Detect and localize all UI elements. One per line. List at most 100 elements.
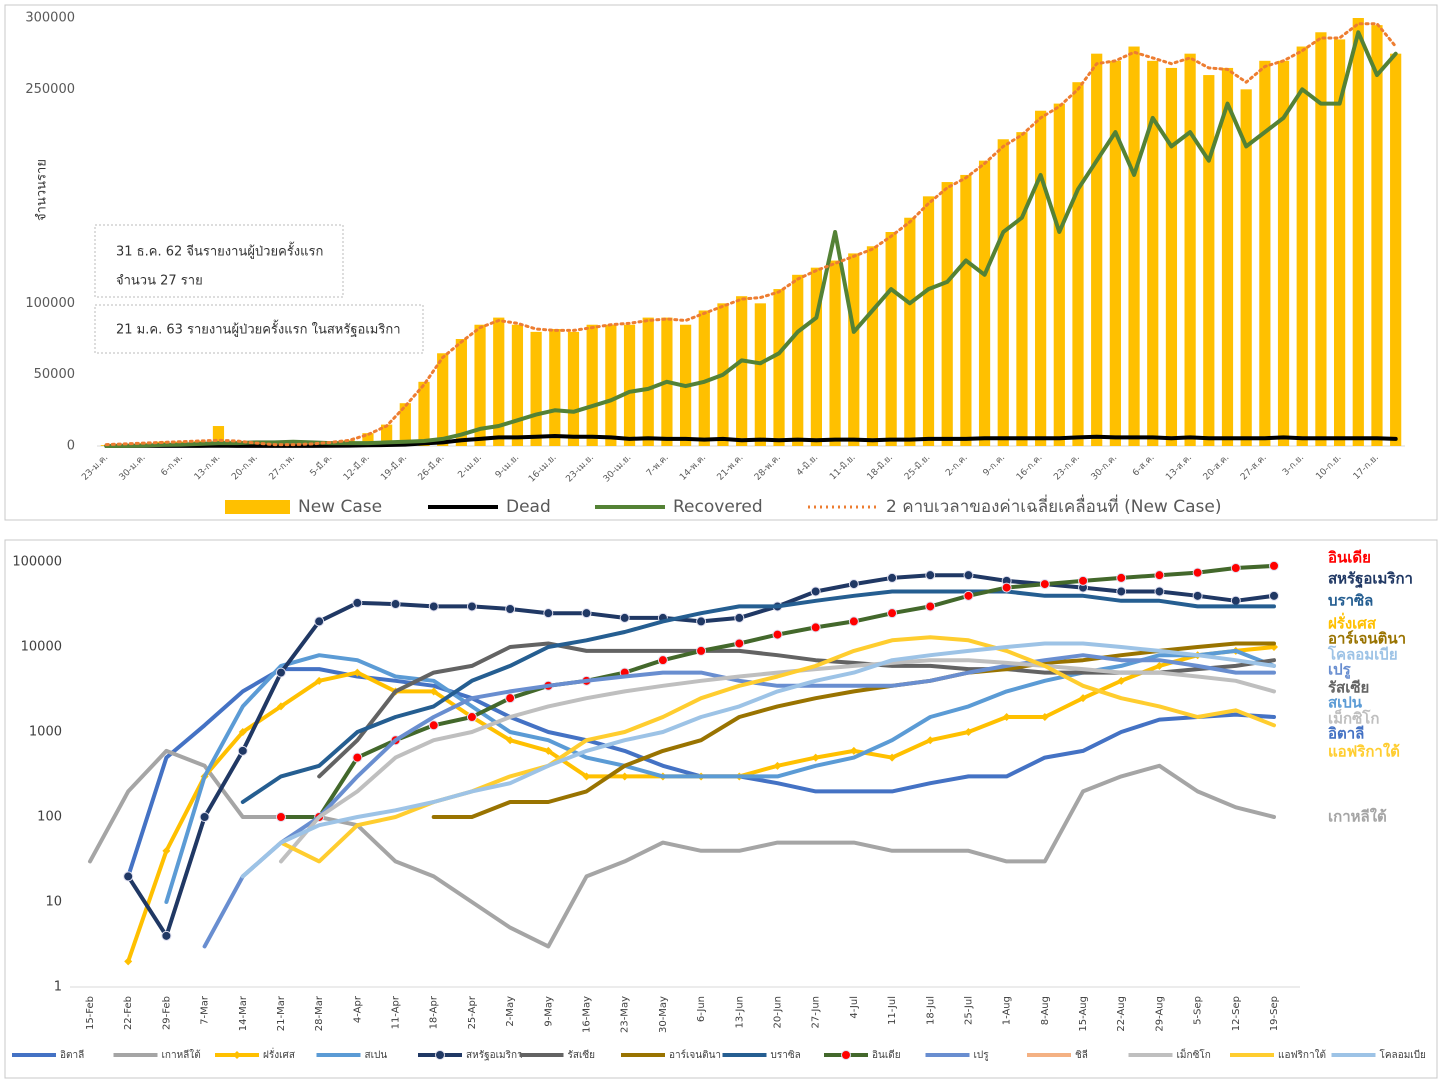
marker — [276, 702, 285, 711]
end-label: ฝรั่งเศส — [1328, 613, 1377, 633]
marker — [352, 597, 363, 608]
marker — [1039, 579, 1050, 590]
x-tick-label: 21-Mar — [276, 995, 287, 1031]
marker — [888, 753, 897, 762]
marker — [505, 603, 516, 614]
x-tick-label: 17-ก.ย. — [1352, 453, 1381, 482]
bar — [997, 139, 1009, 446]
legend-label: อาร์เจนตินา — [669, 1049, 721, 1061]
x-tick-label: 23-ม.ค. — [80, 453, 110, 483]
marker — [773, 761, 782, 770]
x-tick-label: 11-Jul — [887, 996, 898, 1025]
marker — [429, 687, 438, 696]
legend-label: อินเดีย — [872, 1049, 901, 1061]
x-tick-label: 20-ก.พ. — [230, 453, 260, 483]
end-label: สหรัฐอเมริกา — [1328, 570, 1413, 589]
marker — [435, 1050, 445, 1060]
bar — [1315, 32, 1327, 447]
marker — [543, 608, 554, 619]
x-tick-label: 7-Mar — [200, 995, 211, 1025]
x-tick-label: 12-Sep — [1231, 996, 1242, 1031]
marker — [353, 668, 362, 677]
x-tick-label: 30-May — [658, 996, 669, 1033]
x-tick-label: 2-เม.ย. — [456, 453, 484, 481]
bar — [1184, 53, 1196, 447]
x-tick-label: 30-เม.ย. — [602, 453, 634, 485]
bar — [792, 274, 804, 446]
x-tick-label: 12-มี.ค. — [341, 452, 372, 483]
panel-border — [4, 539, 1438, 1079]
legend-label: New Case — [298, 497, 382, 517]
annotation-box — [94, 304, 424, 354]
marker — [811, 753, 820, 762]
bar — [1203, 75, 1215, 447]
bar — [362, 433, 374, 446]
x-tick-label: 18-Apr — [429, 995, 440, 1029]
x-tick-label: 9-May — [543, 996, 554, 1027]
legend-label: สหรัฐอเมริกา — [466, 1050, 523, 1061]
marker — [1154, 570, 1165, 581]
bar — [1259, 60, 1271, 447]
bar — [623, 324, 636, 446]
end-label: อาร์เจนตินา — [1328, 630, 1406, 648]
legend-label: สเปน — [365, 1050, 388, 1061]
marker — [1001, 582, 1012, 593]
series-line — [126, 573, 1276, 938]
marker — [1079, 694, 1088, 703]
marker — [162, 846, 171, 855]
end-label: อินเดีย — [1328, 549, 1371, 567]
x-tick-label: 16-May — [582, 996, 593, 1033]
marker — [849, 746, 858, 755]
x-tick-label: 6-ก.พ. — [159, 453, 185, 479]
bar — [586, 324, 598, 446]
legend-label: โคลอมเบีย — [1380, 1048, 1426, 1061]
bar — [530, 331, 542, 446]
series-line — [279, 658, 1276, 864]
x-tick-label: 11-Apr — [391, 995, 402, 1029]
series-line — [104, 22, 1398, 447]
x-tick-label: 25-มิ.ย. — [902, 452, 932, 482]
marker — [1269, 590, 1279, 601]
marker — [734, 612, 745, 623]
bar — [1091, 53, 1103, 447]
x-tick-label: 18-Jul — [925, 996, 936, 1025]
marker — [1116, 572, 1127, 583]
y-tick-label: 300000 — [25, 11, 75, 26]
bar — [567, 331, 580, 446]
y-tick-label: 10 — [45, 895, 62, 910]
x-tick-label: 9-เม.ย. — [494, 453, 522, 481]
annotation: จำนวน 27 ราย — [116, 274, 203, 289]
marker — [696, 616, 707, 627]
x-tick-label: 13-Jun — [734, 996, 745, 1029]
x-tick-label: 16-เม.ย. — [527, 453, 559, 485]
marker — [124, 957, 133, 966]
bar — [1277, 60, 1290, 447]
x-tick-label: 26-มี.ค. — [416, 452, 447, 483]
y-tick-label: 1000 — [29, 725, 62, 740]
x-tick-label: 27-ส.ค. — [1239, 453, 1269, 483]
marker — [963, 590, 974, 601]
marker — [734, 638, 745, 649]
bar — [1296, 46, 1308, 447]
marker — [810, 586, 821, 597]
bar — [474, 324, 486, 446]
end-label: เม็กซิโก — [1328, 709, 1379, 728]
series-line — [202, 653, 1276, 949]
x-tick-label: 27-Jun — [811, 996, 822, 1029]
bar — [381, 424, 393, 446]
marker — [544, 746, 553, 755]
x-tick-label: 28-พ.ค. — [753, 453, 783, 483]
marker — [390, 599, 401, 610]
bar — [885, 232, 897, 446]
marker — [199, 812, 210, 822]
legend-label: อิตาลี — [60, 1049, 84, 1061]
y-tick-label: 1 — [54, 980, 62, 995]
annotation-box — [94, 224, 344, 298]
x-tick-label: 22-Feb — [123, 996, 134, 1030]
marker — [841, 1050, 851, 1060]
x-tick-label: 5-มี.ค. — [308, 452, 335, 479]
bar — [212, 426, 225, 446]
x-tick-label: 5-Sep — [1193, 996, 1204, 1025]
y-axis-title: จำนวนราย — [35, 159, 50, 221]
bar — [1333, 39, 1346, 447]
